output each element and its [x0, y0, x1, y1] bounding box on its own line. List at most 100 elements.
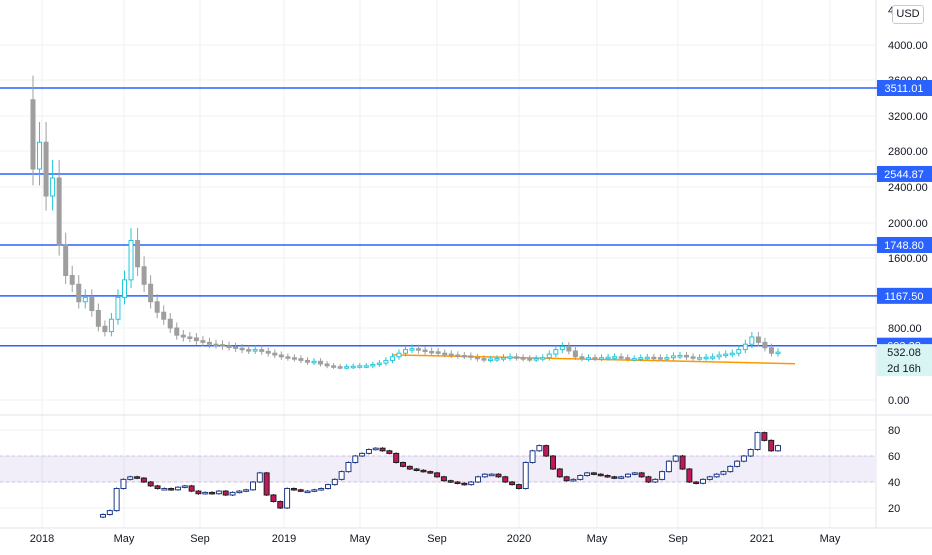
candle-body	[540, 357, 546, 360]
osc-body	[188, 485, 195, 492]
osc-body	[297, 489, 304, 492]
candle-body	[435, 351, 441, 354]
osc-body	[509, 481, 516, 486]
candle-body	[697, 357, 703, 360]
osc-body	[475, 476, 481, 483]
candle-body	[775, 351, 781, 355]
candle-body	[233, 346, 239, 349]
osc-body	[413, 468, 420, 471]
osc-body	[379, 447, 386, 452]
candle-body	[337, 366, 343, 369]
osc-body	[243, 489, 250, 492]
candle-body	[670, 355, 676, 359]
candle-body	[651, 356, 657, 360]
osc-body	[706, 476, 713, 480]
y-tick-label: 3200.00	[888, 111, 928, 123]
level-badge	[877, 287, 932, 304]
candle-body	[370, 363, 376, 367]
price-badges: 3511.012544.871748.801167.50603.38532.08…	[877, 80, 932, 377]
horizontal-levels[interactable]	[0, 87, 877, 347]
osc-body	[625, 473, 631, 478]
candle-body	[82, 296, 88, 303]
candle-body	[291, 357, 297, 360]
osc-body	[440, 476, 447, 482]
osc-body	[611, 476, 618, 479]
candle-body	[389, 356, 395, 361]
candle-body	[625, 357, 631, 360]
osc-body	[420, 469, 427, 473]
candle-body	[677, 354, 683, 358]
candle-body	[363, 365, 369, 368]
axes: 2018 May Sep 2019 May Sep 2020 May Sep 2021 May 0.0…	[30, 5, 928, 545]
y-tick-label: 4	[888, 5, 894, 17]
candle-body	[174, 327, 180, 336]
x-tick-label: 2021	[750, 533, 774, 545]
candle-body	[376, 362, 382, 366]
osc-body	[761, 432, 768, 441]
osc-body	[563, 476, 570, 482]
osc-body	[250, 481, 256, 491]
candle-body	[102, 325, 108, 333]
osc-body	[665, 460, 672, 473]
candle-body	[448, 353, 454, 357]
candle-body	[69, 275, 75, 285]
osc-body	[106, 510, 113, 516]
osc-body	[284, 488, 291, 509]
candle-body	[442, 352, 448, 356]
candle-body	[474, 356, 480, 360]
osc-tick-label: 80	[888, 425, 900, 437]
candle-body	[481, 358, 487, 361]
osc-body	[325, 484, 331, 490]
osc-body	[597, 473, 604, 477]
candle-body	[468, 355, 474, 358]
candle-body	[710, 356, 716, 359]
last-price-label: 532.08	[887, 347, 921, 359]
osc-body	[522, 462, 529, 489]
osc-body	[352, 455, 359, 463]
candle-body	[311, 360, 317, 364]
candle-body	[331, 365, 337, 368]
y-tick-label: 2800.00	[888, 146, 928, 158]
osc-body	[686, 468, 693, 483]
candle-body	[30, 99, 36, 170]
candle-body	[200, 340, 206, 343]
candle-body	[487, 358, 493, 362]
candle-body	[180, 334, 186, 338]
osc-body	[652, 478, 659, 483]
osc-body	[263, 472, 270, 496]
currency-badge[interactable]: USD	[892, 5, 924, 24]
y-tick-label: 0.00	[888, 395, 909, 407]
last-price-badge	[877, 344, 932, 361]
candle-body	[494, 358, 500, 361]
osc-body	[277, 501, 284, 509]
candle-body	[383, 359, 389, 364]
osc-body	[659, 471, 666, 480]
candle-body	[690, 356, 696, 359]
candle-body	[272, 352, 278, 356]
osc-body	[454, 481, 461, 484]
candle-body	[612, 356, 618, 359]
osc-body	[550, 455, 556, 470]
osc-body	[127, 476, 134, 480]
candle-body	[63, 244, 69, 276]
candle-body	[135, 240, 141, 268]
osc-body	[140, 477, 147, 483]
candle-body	[278, 354, 284, 358]
candle-body	[285, 356, 291, 359]
candle-body	[507, 356, 513, 359]
candle-body	[572, 350, 578, 358]
osc-body	[154, 485, 161, 489]
candle-body	[76, 283, 82, 303]
candle-body	[455, 354, 461, 357]
osc-body	[113, 488, 120, 512]
candle-body	[657, 357, 663, 360]
osc-body	[604, 475, 611, 478]
candle-body	[592, 357, 598, 360]
osc-body	[740, 455, 747, 462]
osc-body	[713, 473, 720, 478]
osc-body	[120, 478, 127, 489]
candle-body	[318, 360, 324, 365]
candle-body	[579, 356, 585, 360]
